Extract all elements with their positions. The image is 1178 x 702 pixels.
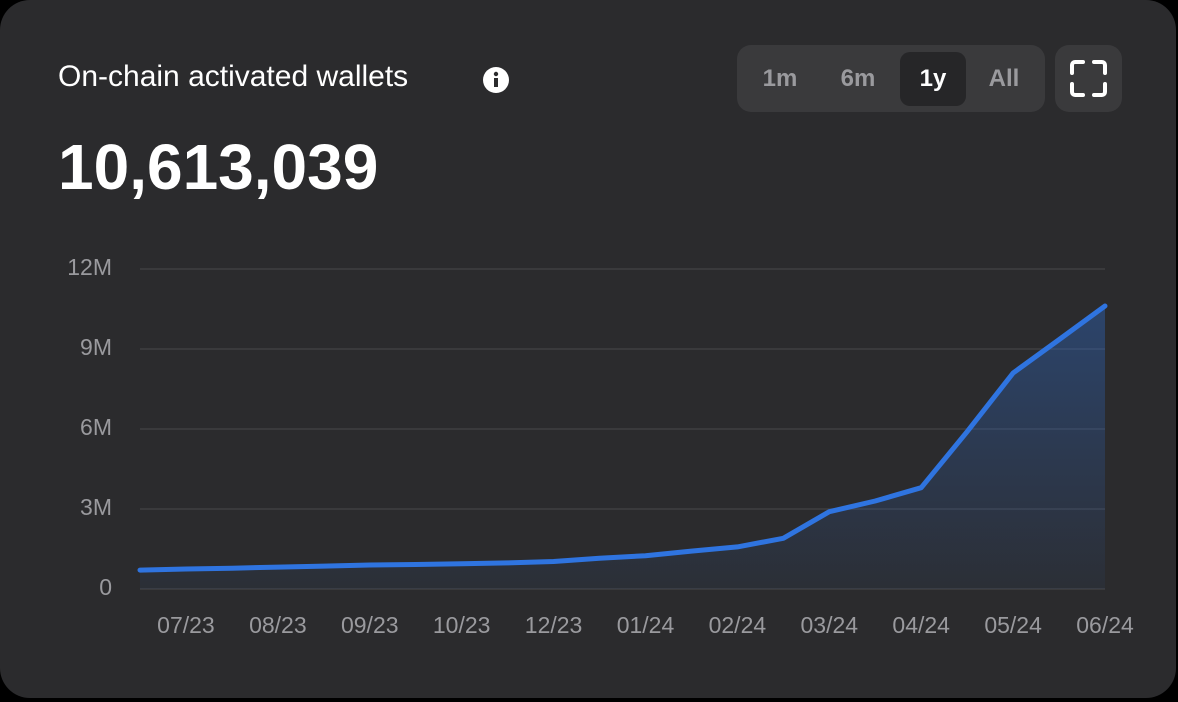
y-tick-label: 9M [80,334,112,360]
fullscreen-button[interactable] [1055,45,1122,112]
x-tick-label: 03/24 [801,612,859,638]
line [137,303,1108,573]
x-tick-label: 12/23 [525,612,583,638]
range-selector: 1m 6m 1y All [737,45,1045,112]
y-tick-label: 0 [99,574,112,600]
area [140,306,1105,589]
x-tick-label: 04/24 [892,612,950,638]
x-tick-label: 02/24 [709,612,767,638]
fullscreen-icon [1070,60,1107,97]
x-tick-label: 09/23 [341,612,399,638]
range-button[interactable]: 6m [840,65,876,92]
x-tick-label: 07/23 [157,612,215,638]
x-tick-label: 01/24 [617,612,675,638]
range-button[interactable]: 1m [762,65,798,92]
title: On-chain activated wallets [58,60,409,93]
range-button[interactable]: 1y [900,52,966,106]
info-icon[interactable] [482,66,510,94]
x-tick-label: 06/24 [1076,612,1134,638]
y-tick-label: 6M [80,414,112,440]
range-button[interactable]: All [988,65,1020,92]
x-tick-label: 08/23 [249,612,307,638]
total-value: 10,613,039 [58,131,379,203]
x-tick-label: 05/24 [984,612,1042,638]
y-tick-label: 3M [80,494,112,520]
x-tick-label: 10/23 [433,612,491,638]
y-tick-label: 12M [67,254,112,280]
